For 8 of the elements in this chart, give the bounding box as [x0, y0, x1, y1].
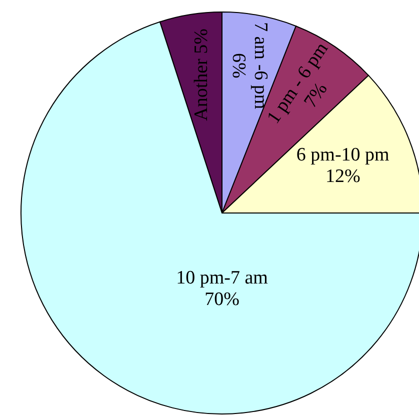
data-label: 7% [300, 78, 332, 112]
slice-label: 7 am -6 pm [250, 22, 271, 110]
data-label: 12% [325, 166, 360, 188]
slice-label: Another 5% [190, 28, 212, 121]
data-label: 6% [228, 52, 250, 78]
data-label: 70% [204, 289, 240, 310]
slice-label: 6 pm-10 pm [296, 144, 390, 166]
slice-label: 10 pm-7 am [176, 267, 268, 288]
